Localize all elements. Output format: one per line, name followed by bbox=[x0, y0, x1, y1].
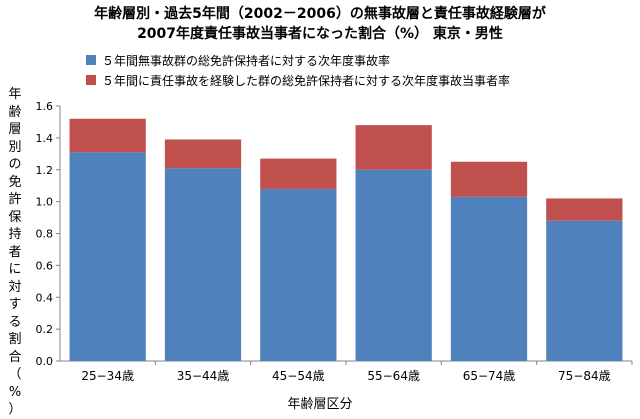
bar-no-accident bbox=[164, 168, 242, 361]
legend-label-accident: ５年間に責任事故を経験した群の総免許保持者に対する次年度事故当事者率 bbox=[102, 73, 511, 88]
y-axis-title-char: 別 bbox=[8, 139, 22, 155]
y-axis-title-char: % bbox=[8, 384, 22, 400]
y-axis-title-char: 者 bbox=[8, 244, 22, 260]
y-axis-title-char: に bbox=[8, 262, 22, 277]
y-tick-label: 1.6 bbox=[36, 100, 54, 113]
y-axis-title-char: る bbox=[8, 314, 22, 330]
y-axis-title-char: の bbox=[8, 157, 22, 172]
bar-accident bbox=[69, 118, 146, 153]
y-axis-title-char: 合 bbox=[8, 349, 22, 365]
bar-no-accident bbox=[450, 196, 528, 361]
y-axis-title-char: （ bbox=[8, 367, 22, 382]
y-axis-title-char: 許 bbox=[8, 192, 22, 207]
y-axis-title-char: ） bbox=[8, 402, 22, 417]
x-tick-label: 75−84歳 bbox=[558, 369, 611, 383]
bar-accident bbox=[355, 125, 432, 170]
x-tick-label: 35−44歳 bbox=[177, 369, 230, 383]
bar-no-accident bbox=[260, 188, 337, 361]
legend-label-no-accident: ５年間無事故群の総免許保持者に対する次年度事故率 bbox=[102, 53, 391, 68]
y-axis-title-char: 層 bbox=[8, 122, 22, 137]
y-tick-label: 1.4 bbox=[36, 132, 54, 145]
bar-no-accident bbox=[546, 220, 623, 361]
y-axis-title-char: 対 bbox=[8, 279, 22, 295]
y-tick-label: 0.6 bbox=[36, 259, 54, 272]
legend-item-accident: ５年間に責任事故を経験した群の総免許保持者に対する次年度事故当事者率 bbox=[86, 70, 510, 90]
y-axis-title-char: 年 bbox=[8, 87, 22, 102]
y-tick-label: 1.0 bbox=[36, 196, 54, 209]
x-axis-title: 年齢層区分 bbox=[287, 397, 353, 412]
x-tick-label: 65−74歳 bbox=[463, 369, 516, 383]
legend-swatch-no-accident bbox=[86, 55, 96, 65]
y-axis-title-char: 持 bbox=[8, 227, 22, 242]
y-tick-label: 0.4 bbox=[36, 291, 54, 304]
chart-title-line1: 年齢層別・過去5年間（2002－2006）の無事故層と責任事故経験層が bbox=[94, 6, 546, 22]
y-axis-title-char: 保 bbox=[8, 209, 22, 225]
legend: ５年間無事故群の総免許保持者に対する次年度事故率 ５年間に責任事故を経験した群の… bbox=[86, 50, 510, 90]
legend-swatch-accident bbox=[86, 75, 96, 85]
x-tick-label: 25−34歳 bbox=[81, 369, 134, 383]
bar-accident bbox=[164, 139, 242, 169]
legend-item-no-accident: ５年間無事故群の総免許保持者に対する次年度事故率 bbox=[86, 50, 510, 70]
y-tick-label: 1.2 bbox=[36, 164, 54, 177]
y-axis-title-char: 齢 bbox=[8, 104, 22, 120]
bar-accident bbox=[546, 198, 623, 221]
y-axis-title-char: 免 bbox=[8, 174, 22, 190]
x-tick-label: 45−54歳 bbox=[272, 369, 325, 383]
chart-title-line2: 2007年度責任事故当事者になった割合（%） 東京・男性 bbox=[137, 26, 503, 42]
bar-no-accident bbox=[355, 169, 432, 361]
y-tick-label: 0.2 bbox=[36, 323, 54, 336]
bar-no-accident bbox=[69, 152, 146, 361]
y-axis-title: 年齢層別の免許保持者に対する割合 （% ） bbox=[6, 86, 24, 419]
bar-accident bbox=[450, 161, 528, 197]
x-tick-label: 55−64歳 bbox=[367, 369, 420, 383]
y-axis-title-char: す bbox=[8, 297, 22, 312]
y-axis-title-char: 割 bbox=[8, 332, 22, 347]
y-tick-label: 0.8 bbox=[36, 228, 54, 241]
bar-accident bbox=[260, 158, 337, 189]
y-tick-label: 0.0 bbox=[36, 355, 54, 368]
